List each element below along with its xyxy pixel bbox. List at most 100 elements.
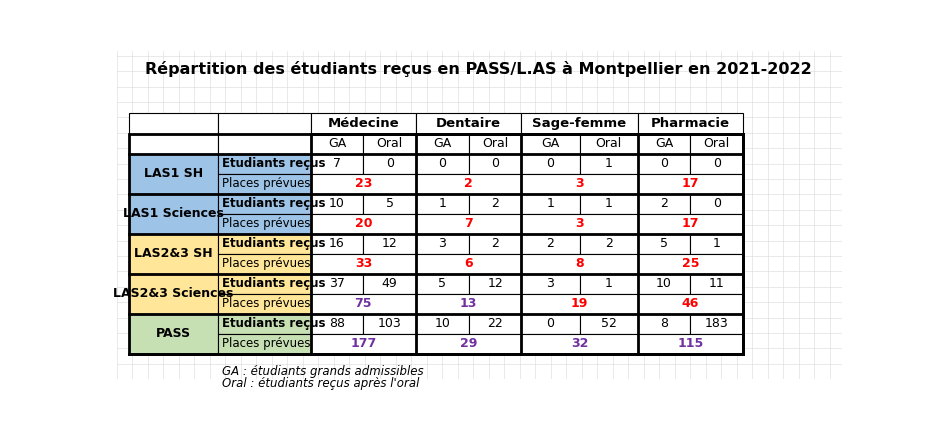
Text: GA: GA xyxy=(654,137,673,150)
Text: 2: 2 xyxy=(660,197,668,210)
Bar xyxy=(218,193,310,213)
Text: 1: 1 xyxy=(547,197,554,210)
Text: 0: 0 xyxy=(491,157,499,170)
Bar xyxy=(310,133,364,153)
Text: 3: 3 xyxy=(547,277,554,290)
Bar xyxy=(638,153,690,173)
Bar xyxy=(128,133,743,354)
Text: 177: 177 xyxy=(351,337,377,350)
Bar xyxy=(218,314,310,334)
Text: 46: 46 xyxy=(682,297,699,310)
Bar xyxy=(522,253,638,273)
Text: 75: 75 xyxy=(354,297,372,310)
Bar xyxy=(522,233,580,253)
Text: Dentaire: Dentaire xyxy=(437,117,501,130)
Bar xyxy=(310,273,364,294)
Bar xyxy=(580,133,638,153)
Text: 10: 10 xyxy=(329,197,345,210)
Text: Places prévues: Places prévues xyxy=(223,177,310,190)
Bar xyxy=(522,153,580,173)
Text: 3: 3 xyxy=(439,237,446,250)
Text: PASS: PASS xyxy=(155,327,191,340)
Text: 7: 7 xyxy=(465,217,473,230)
Bar xyxy=(128,233,218,273)
Text: 22: 22 xyxy=(487,317,503,330)
Bar xyxy=(416,273,468,294)
Bar xyxy=(638,314,690,334)
Text: 52: 52 xyxy=(600,317,616,330)
Bar xyxy=(638,334,743,354)
Bar xyxy=(580,233,638,253)
Text: 3: 3 xyxy=(575,177,583,190)
Bar xyxy=(416,113,522,133)
Text: 0: 0 xyxy=(546,317,554,330)
Text: 0: 0 xyxy=(439,157,446,170)
Bar xyxy=(416,233,468,253)
Bar xyxy=(690,233,743,253)
Text: Oral: Oral xyxy=(596,137,622,150)
Bar xyxy=(128,153,218,193)
Text: LAS1 Sciences: LAS1 Sciences xyxy=(122,207,223,220)
Bar xyxy=(690,133,743,153)
Bar xyxy=(218,113,310,133)
Bar xyxy=(690,314,743,334)
Bar xyxy=(468,153,522,173)
Bar xyxy=(218,253,310,273)
Bar xyxy=(580,193,638,213)
Text: Répartition des étudiants reçus en PASS/L.AS à Montpellier en 2021-2022: Répartition des étudiants reçus en PASS/… xyxy=(146,61,813,77)
Bar xyxy=(522,113,638,133)
Bar xyxy=(218,153,310,173)
Bar xyxy=(218,273,310,294)
Text: Etudiants reçus: Etudiants reçus xyxy=(223,317,325,330)
Bar xyxy=(416,294,522,314)
Text: Places prévues: Places prévues xyxy=(223,217,310,230)
Text: 2: 2 xyxy=(491,197,499,210)
Text: 5: 5 xyxy=(439,277,446,290)
Bar xyxy=(416,153,468,173)
Text: Etudiants reçus: Etudiants reçus xyxy=(223,237,325,250)
Bar xyxy=(522,334,638,354)
Bar xyxy=(310,294,416,314)
Bar xyxy=(310,334,416,354)
Text: 1: 1 xyxy=(712,237,721,250)
Bar xyxy=(580,273,638,294)
Bar xyxy=(638,273,690,294)
Bar xyxy=(638,294,743,314)
Text: 0: 0 xyxy=(712,197,721,210)
Bar xyxy=(638,113,743,133)
Bar xyxy=(364,233,416,253)
Bar xyxy=(128,193,218,233)
Bar xyxy=(310,213,416,233)
Text: Médecine: Médecine xyxy=(327,117,399,130)
Bar xyxy=(522,193,580,213)
Bar xyxy=(310,233,364,253)
Text: 115: 115 xyxy=(677,337,703,350)
Text: 12: 12 xyxy=(381,237,397,250)
Bar xyxy=(310,173,416,193)
Bar xyxy=(468,273,522,294)
Bar xyxy=(310,193,364,213)
Bar xyxy=(364,314,416,334)
Bar xyxy=(218,133,310,153)
Text: 0: 0 xyxy=(546,157,554,170)
Text: 17: 17 xyxy=(682,217,699,230)
Bar xyxy=(522,294,638,314)
Text: 1: 1 xyxy=(605,157,612,170)
Text: 10: 10 xyxy=(656,277,672,290)
Text: 0: 0 xyxy=(660,157,668,170)
Text: 103: 103 xyxy=(378,317,401,330)
Bar xyxy=(522,273,580,294)
Text: 19: 19 xyxy=(571,297,588,310)
Text: Places prévues: Places prévues xyxy=(223,257,310,270)
Bar xyxy=(638,213,743,233)
Text: Etudiants reçus: Etudiants reçus xyxy=(223,157,325,170)
Text: 25: 25 xyxy=(682,257,699,270)
Text: 29: 29 xyxy=(460,337,478,350)
Text: Pharmacie: Pharmacie xyxy=(651,117,730,130)
Bar xyxy=(638,193,690,213)
Bar xyxy=(218,213,310,233)
Text: GA: GA xyxy=(541,137,560,150)
Text: 5: 5 xyxy=(660,237,668,250)
Text: Places prévues: Places prévues xyxy=(223,297,310,310)
Bar xyxy=(416,213,522,233)
